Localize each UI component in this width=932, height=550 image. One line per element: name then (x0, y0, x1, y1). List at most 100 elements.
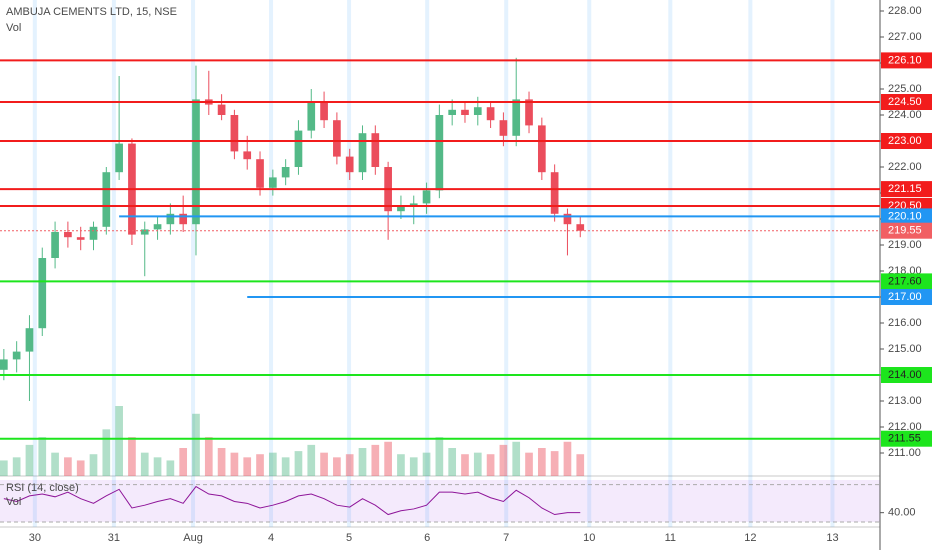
level-label-box (881, 133, 932, 149)
volume-bar (473, 452, 482, 476)
candle-body (217, 104, 226, 115)
candle-body (51, 232, 59, 258)
y-tick-label: 227.00 (888, 31, 922, 43)
volume-bar (294, 451, 303, 476)
volume-bar (512, 441, 521, 476)
level-label-box (881, 208, 932, 225)
level-label-box (881, 289, 932, 305)
y-tick-label: 228.00 (888, 5, 922, 17)
rsi-label: RSI (14, close) (6, 482, 79, 494)
y-tick-label: 225.00 (888, 83, 922, 95)
volume-bar (256, 454, 264, 476)
rsi-line (3, 485, 581, 516)
volume-bar (128, 437, 136, 476)
x-tick-label: 5 (346, 532, 352, 544)
candle-body (499, 120, 508, 136)
y-tick-label: 216.00 (888, 317, 922, 329)
y-tick-label: 215.00 (888, 343, 922, 355)
volume-bar (422, 452, 431, 476)
x-tick-label: 30 (29, 532, 41, 544)
volume-bar (204, 437, 213, 476)
volume-bar (38, 437, 47, 476)
candle-body (12, 351, 21, 360)
candle-body (192, 99, 200, 225)
level-label: 217.60 (888, 275, 922, 287)
candle-body (230, 115, 239, 152)
y-tick-label: 224.00 (888, 109, 922, 121)
volume-bar (268, 452, 277, 476)
x-tick-label: 7 (503, 532, 509, 544)
x-tick-label: 31 (108, 532, 120, 544)
x-tick-label: 12 (744, 532, 756, 544)
volume-bar (76, 460, 85, 476)
level-label: 223.00 (888, 135, 922, 147)
candle-body (550, 172, 559, 214)
volume-bar (89, 454, 98, 476)
volume-label: Vol (6, 22, 21, 34)
level-label-box (881, 52, 932, 69)
chart-title: AMBUJA CEMENTS LTD, 15, NSE (6, 6, 177, 18)
volume-bar (499, 444, 508, 476)
volume-bar (525, 452, 533, 476)
candle-body (576, 224, 585, 231)
candle-body (25, 328, 34, 352)
level-label: 221.15 (888, 183, 922, 195)
candle-body (435, 115, 444, 191)
volume-bar (217, 448, 226, 476)
candle-body (358, 133, 367, 173)
volume-bar (320, 452, 328, 476)
volume-bar (25, 444, 34, 476)
volume-bar (358, 448, 367, 476)
volume-bar (230, 452, 239, 476)
volume-bar (64, 457, 72, 476)
candle-body (115, 143, 123, 173)
volume-bar (486, 454, 495, 476)
volume-bar (307, 444, 316, 476)
candle-body (76, 237, 85, 240)
volume-bar (102, 429, 111, 476)
rsi-volume-label: Vol (6, 496, 21, 508)
candle-body (166, 213, 175, 225)
candle-body (333, 120, 341, 157)
volume-bar (51, 452, 59, 476)
volume-bar (0, 460, 8, 476)
candle-body (537, 125, 546, 173)
volume-bar (371, 444, 380, 476)
level-label: 220.10 (888, 210, 922, 222)
volume-bar (435, 437, 444, 476)
level-label-box (881, 181, 932, 198)
x-tick-label: 10 (583, 532, 595, 544)
candle-body (345, 156, 354, 173)
candle-body (243, 151, 252, 160)
volume-bar (397, 454, 405, 476)
candle-body (563, 213, 572, 225)
rsi-tick-label: 40.00 (888, 507, 916, 519)
y-tick-label: 213.00 (888, 395, 922, 407)
x-tick-label: Aug (183, 532, 203, 544)
volume-bar (384, 441, 392, 476)
volume-bar (537, 448, 546, 476)
level-label-box (881, 430, 932, 447)
level-label: 217.00 (888, 291, 922, 303)
volume-bar (550, 451, 559, 476)
candle-body (102, 172, 111, 227)
volume-bar (448, 448, 457, 476)
level-label-box (881, 222, 932, 239)
x-tick-label: 13 (826, 532, 838, 544)
volume-bar (409, 457, 418, 476)
volume-bar (281, 457, 290, 476)
x-tick-label: 11 (665, 532, 676, 544)
level-label-box (881, 94, 932, 110)
candle-body (153, 224, 162, 230)
volume-bar (166, 460, 175, 476)
y-tick-label: 222.00 (888, 161, 922, 173)
volume-bar (179, 448, 188, 476)
candle-body (320, 102, 328, 121)
volume-bar (576, 454, 585, 476)
volume-bar (115, 406, 123, 476)
volume-bar (345, 454, 354, 476)
candle-body (525, 99, 533, 126)
candle-body (89, 226, 98, 240)
volume-bar (153, 457, 162, 476)
candle-body (461, 109, 469, 115)
